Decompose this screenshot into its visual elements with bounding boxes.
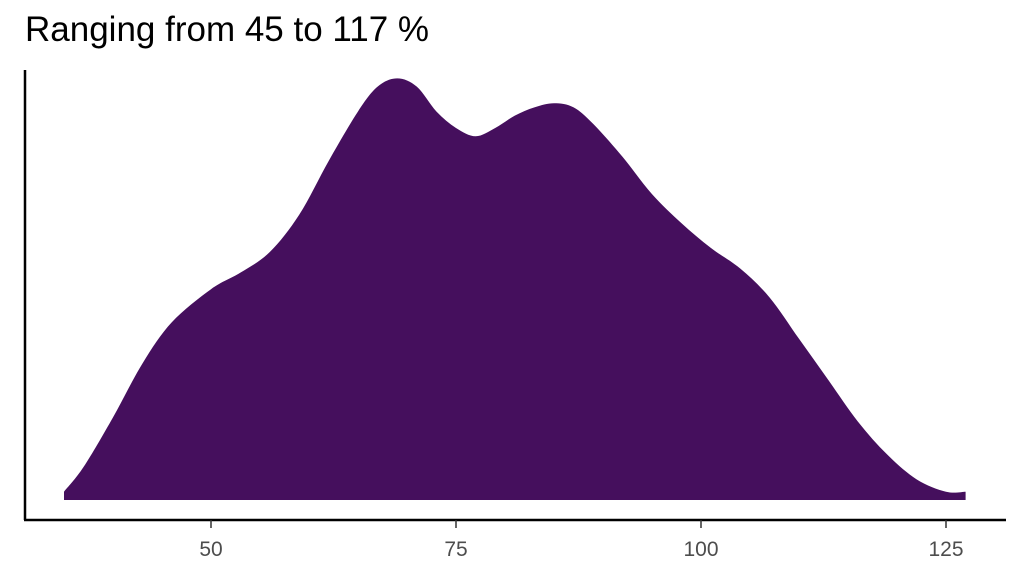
plot-marks	[64, 78, 966, 501]
x-tick-label: 100	[683, 538, 718, 561]
x-tick-label: 75	[444, 538, 467, 561]
chart-title: Ranging from 45 to 117 %	[25, 10, 430, 49]
x-tick-label: 125	[928, 538, 963, 561]
x-axis-ticks: 50 75 100 125	[199, 520, 964, 561]
density-area	[64, 78, 966, 501]
x-tick-label: 50	[199, 538, 222, 561]
